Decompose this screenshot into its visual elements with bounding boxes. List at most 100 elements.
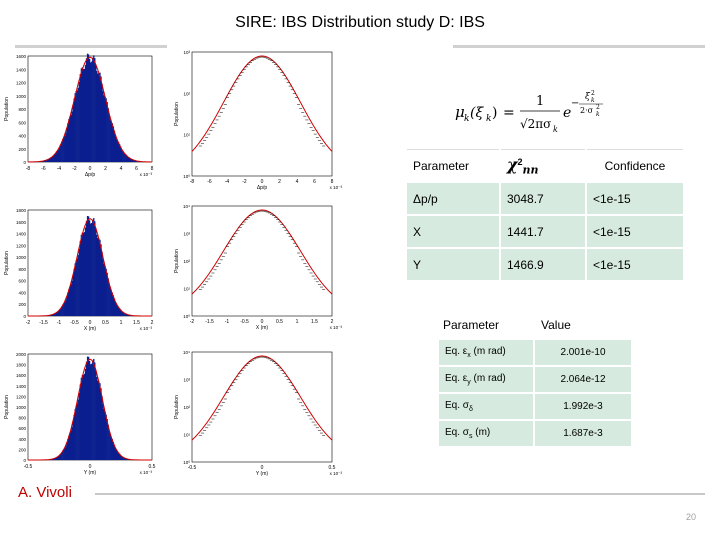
histogram-bar <box>76 90 78 162</box>
x-tick-label: -4 <box>57 166 62 172</box>
histogram-bar <box>91 363 93 460</box>
histogram-bar <box>47 159 49 162</box>
histogram-bar <box>118 143 121 162</box>
histogram-bar <box>65 445 67 460</box>
histogram-bar <box>121 456 123 460</box>
histogram-bar <box>128 314 130 316</box>
histogram-bar <box>96 234 98 316</box>
page-number: 20 <box>685 512 696 522</box>
row-chi2: 1466.9 <box>501 249 585 280</box>
histogram-bar <box>49 157 52 162</box>
histogram-bar <box>103 263 105 316</box>
histogram-bar <box>103 95 105 162</box>
x-tick-label: -2 <box>26 320 31 326</box>
histogram-bar <box>62 139 64 162</box>
page-title: SIRE: IBS Distribution study D: IBS <box>235 14 485 31</box>
histogram-bar <box>79 384 81 460</box>
histogram-bar <box>63 303 65 316</box>
histogram-bar <box>56 311 59 316</box>
title-rule-left <box>15 45 167 48</box>
y-tick-label: 10⁰ <box>183 460 190 465</box>
row-confidence: <1e-15 <box>587 183 683 214</box>
table-row: Eq. σs (m) 1.687e-3 <box>439 421 631 446</box>
formula-den-sub: k <box>553 125 558 134</box>
table-row: Y 1466.9 <1e-15 <box>407 249 683 280</box>
histogram-bar <box>110 121 112 162</box>
histogram-bar <box>106 272 108 316</box>
histogram-bar <box>115 449 118 460</box>
histogram-bar <box>113 444 116 460</box>
histogram-bar <box>73 414 75 460</box>
histogram-bar <box>111 439 114 460</box>
histogram-bar <box>96 71 98 162</box>
histogram-bar <box>65 299 67 316</box>
histogram-bar <box>53 458 56 460</box>
histogram-bar <box>85 220 88 316</box>
histogram-bar <box>82 375 85 460</box>
histogram-bar <box>94 221 96 316</box>
histogram-bar <box>78 248 80 316</box>
histogram-bar <box>90 62 92 162</box>
histogram-bar <box>67 123 69 162</box>
histogram-bar <box>126 314 128 316</box>
histogram-bar <box>63 137 65 162</box>
y-tick-label: 10⁰ <box>183 314 190 319</box>
histogram-bar <box>51 314 54 316</box>
histogram-bar <box>72 275 74 316</box>
x-tick-label: -0.5 <box>188 465 197 471</box>
histogram-bar <box>84 368 87 460</box>
histogram-bar <box>128 157 130 162</box>
chi-sup: 2 <box>517 156 523 167</box>
x-tick-label: 6 <box>313 179 316 185</box>
y-axis-label: Population <box>174 249 180 273</box>
gaussian-fit-line <box>191 55 333 152</box>
row-param: Y <box>407 249 499 280</box>
histogram-bar <box>78 81 80 162</box>
histogram-bar <box>97 73 99 162</box>
histogram-bar <box>121 149 123 162</box>
row-confidence: <1e-15 <box>587 249 683 280</box>
histogram-bar <box>70 284 72 316</box>
y-tick-label: 10⁴ <box>183 204 190 209</box>
x-tick-label: -1 <box>57 320 62 326</box>
histogram-bar <box>95 369 97 460</box>
histogram-bar <box>54 313 57 316</box>
histogram-bar <box>119 309 122 316</box>
histogram-bar <box>75 260 77 316</box>
x-tick-label: -6 <box>41 166 46 172</box>
histogram-bar <box>64 135 66 162</box>
histogram-bar <box>87 216 90 316</box>
histogram-bar <box>129 158 131 162</box>
histogram-bar <box>46 159 48 162</box>
histogram-bar <box>132 159 134 162</box>
x-tick-label: 0 <box>261 319 264 325</box>
histogram-bar <box>45 160 47 162</box>
chi-sub: nn <box>522 163 539 177</box>
histogram-bar <box>105 414 107 460</box>
emit-label-unit: (m) <box>472 427 491 438</box>
histogram-bar <box>124 457 126 460</box>
histogram-bar <box>94 58 96 162</box>
histogram-bar <box>77 87 79 162</box>
histogram-bar <box>98 238 100 316</box>
histogram-bar <box>78 392 80 460</box>
histogram-bar <box>71 426 73 460</box>
y-tick-label: 1200 <box>16 243 27 248</box>
x-tick-label: 1 <box>120 320 123 326</box>
histogram-bar <box>44 160 46 162</box>
x-tick-label: 4 <box>296 179 299 185</box>
histogram-bar <box>71 111 73 162</box>
histogram-bar <box>67 438 69 460</box>
y-tick-label: 1400 <box>16 384 27 389</box>
emit-label: Eq. σδ <box>439 394 533 419</box>
histogram-bar <box>73 268 75 316</box>
y-axis-label: Population <box>4 395 10 419</box>
formula-exp-minus: − <box>571 98 579 109</box>
formula-exp-base: e <box>563 105 571 121</box>
gaussian-fit-line <box>28 218 152 317</box>
histogram-bar <box>108 114 110 162</box>
histogram-bar <box>85 58 88 163</box>
emittance-table-header: Parameter Value <box>439 312 631 338</box>
y-tick-label: 10⁴ <box>183 350 190 355</box>
histogram-bar <box>76 403 78 460</box>
